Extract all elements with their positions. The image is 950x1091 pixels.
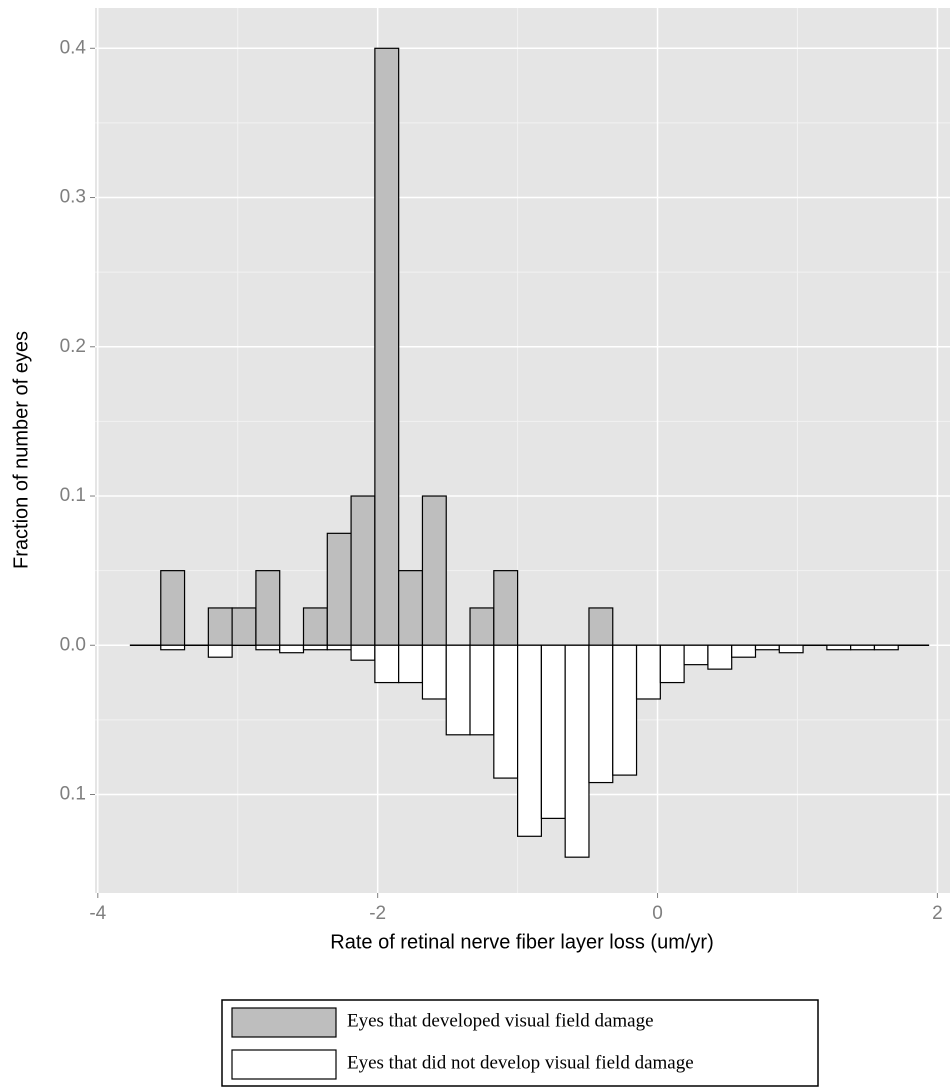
bar bbox=[588, 607, 614, 646]
y-axis-title: Fraction of number of eyes bbox=[10, 331, 32, 569]
bar bbox=[350, 495, 376, 646]
y-tick-label: 0.0 bbox=[60, 634, 86, 655]
bar bbox=[279, 644, 305, 654]
bar bbox=[659, 644, 685, 684]
bar bbox=[469, 644, 495, 736]
bar bbox=[564, 644, 590, 858]
y-tick-label: 0.2 bbox=[60, 336, 86, 357]
x-tick-label: 0 bbox=[652, 903, 663, 924]
bar bbox=[326, 532, 352, 646]
bar bbox=[421, 644, 447, 700]
bar bbox=[207, 644, 233, 658]
x-tick-label: 2 bbox=[932, 903, 943, 924]
bar bbox=[398, 570, 424, 646]
bar bbox=[850, 644, 876, 651]
legend-label: Eyes that developed visual field damage bbox=[347, 1010, 654, 1031]
y-tick-label: 0.1 bbox=[60, 485, 86, 506]
bar bbox=[374, 47, 400, 646]
y-tick-label: 0.4 bbox=[60, 37, 87, 58]
bar bbox=[255, 644, 281, 651]
x-tick-label: -4 bbox=[89, 903, 106, 924]
bar bbox=[707, 644, 733, 670]
bar bbox=[207, 607, 233, 646]
bar bbox=[469, 607, 495, 646]
bar bbox=[731, 644, 757, 658]
y-tick-label: 0.1 bbox=[60, 784, 86, 805]
bar bbox=[826, 644, 852, 651]
bar bbox=[635, 644, 661, 700]
legend-swatch bbox=[231, 1049, 337, 1080]
bar bbox=[374, 644, 400, 684]
bar bbox=[231, 607, 257, 646]
bar bbox=[160, 644, 186, 651]
bar bbox=[683, 644, 709, 666]
bar bbox=[873, 644, 899, 651]
bar bbox=[160, 570, 186, 646]
x-axis-title: Rate of retinal nerve fiber layer loss (… bbox=[330, 931, 713, 953]
bar bbox=[302, 644, 328, 651]
bar bbox=[540, 644, 566, 819]
legend-swatch bbox=[231, 1007, 337, 1038]
bar bbox=[445, 644, 471, 736]
y-tick-label: 0.3 bbox=[60, 187, 86, 208]
bar bbox=[754, 644, 780, 651]
bar bbox=[421, 495, 447, 646]
x-tick-label: -2 bbox=[369, 903, 386, 924]
bar bbox=[778, 644, 804, 654]
bar bbox=[588, 644, 614, 784]
bar bbox=[326, 644, 352, 651]
bar bbox=[350, 644, 376, 661]
bar bbox=[493, 570, 519, 646]
bar bbox=[517, 644, 542, 837]
legend-label: Eyes that did not develop visual field d… bbox=[347, 1052, 694, 1073]
bar bbox=[493, 644, 519, 779]
bar bbox=[612, 644, 638, 776]
bar bbox=[255, 570, 281, 646]
bar bbox=[398, 644, 424, 684]
bar bbox=[302, 607, 328, 646]
